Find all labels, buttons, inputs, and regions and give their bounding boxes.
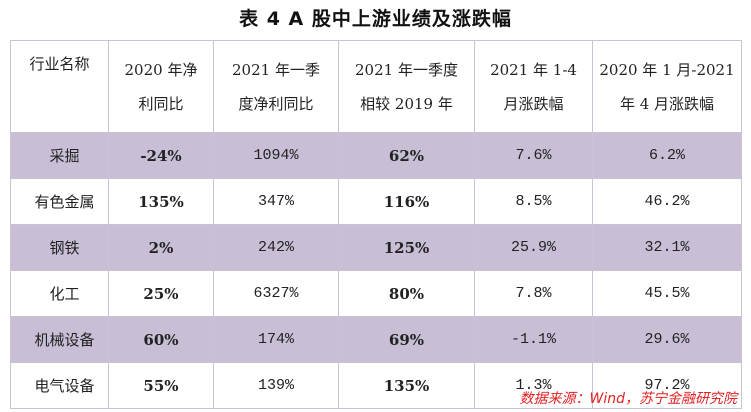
cell-2020-profit: 25%: [108, 270, 214, 317]
cell-q1-2021-profit: 1094%: [213, 132, 339, 179]
header-jan-apr-change: 2021 年 1-4 月涨跌幅: [474, 40, 593, 133]
cell-jan-apr-change: 8.5%: [474, 178, 593, 225]
cell-industry: 机械设备: [10, 316, 109, 363]
cell-q1-2021-profit: 6327%: [213, 270, 339, 317]
cell-2020-profit: 55%: [108, 362, 214, 409]
data-source-note: 数据来源：Wind，苏宁金融研究院: [519, 391, 738, 407]
cell-since-2020-change: 32.1%: [592, 224, 742, 271]
cell-q1-2021-profit: 242%: [213, 224, 339, 271]
cell-industry: 钢铁: [10, 224, 109, 271]
cell-industry: 电气设备: [10, 362, 109, 409]
cell-2020-profit: -24%: [108, 132, 214, 179]
cell-industry: 采掘: [10, 132, 109, 179]
header-industry: 行业名称: [10, 40, 109, 133]
table-row: 电气设备 55% 139% 135% 1.3% 97.2%: [10, 362, 742, 409]
cell-since-2020-change: 46.2%: [592, 178, 742, 225]
cell-2020-profit: 2%: [108, 224, 214, 271]
table-row: 钢铁 2% 242% 125% 25.9% 32.1%: [10, 224, 742, 271]
cell-since-2020-change: 6.2%: [592, 132, 742, 179]
header-since-2020-change: 2020 年 1 月-2021 年 4 月涨跌幅: [592, 40, 742, 133]
header-q1-2021-profit: 2021 年一季 度净利同比: [213, 40, 339, 133]
header-2020-profit: 2020 年净 利同比: [108, 40, 214, 133]
cell-q1-vs-2019: 62%: [338, 132, 475, 179]
cell-q1-vs-2019: 135%: [338, 362, 475, 409]
table-row: 采掘 -24% 1094% 62% 7.6% 6.2%: [10, 132, 742, 179]
cell-q1-vs-2019: 116%: [338, 178, 475, 225]
table-row: 有色金属 135% 347% 116% 8.5% 46.2%: [10, 178, 742, 225]
cell-jan-apr-change: 1.3%: [474, 362, 593, 409]
cell-q1-vs-2019: 69%: [338, 316, 475, 363]
data-table: 行业名称 2020 年净 利同比 2021 年一季 度净利同比 2021 年一季度相…: [10, 40, 742, 409]
cell-q1-vs-2019: 80%: [338, 270, 475, 317]
table-row: 化工 25% 6327% 80% 7.8% 45.5%: [10, 270, 742, 317]
cell-industry: 化工: [10, 270, 109, 317]
cell-q1-2021-profit: 347%: [213, 178, 339, 225]
cell-q1-2021-profit: 139%: [213, 362, 339, 409]
table-header-row: 行业名称 2020 年净 利同比 2021 年一季 度净利同比 2021 年一季度相…: [10, 40, 742, 133]
header-q1-vs-2019: 2021 年一季度 相较 2019 年: [338, 40, 475, 133]
table-title: 表 4 A 股中上游业绩及涨跌幅: [239, 8, 512, 30]
cell-jan-apr-change: -1.1%: [474, 316, 593, 363]
cell-2020-profit: 135%: [108, 178, 214, 225]
cell-jan-apr-change: 7.8%: [474, 270, 593, 317]
cell-since-2020-change: 97.2%: [592, 362, 742, 409]
cell-2020-profit: 60%: [108, 316, 214, 363]
cell-jan-apr-change: 25.9%: [474, 224, 593, 271]
cell-q1-2021-profit: 174%: [213, 316, 339, 363]
cell-since-2020-change: 29.6%: [592, 316, 742, 363]
cell-since-2020-change: 45.5%: [592, 270, 742, 317]
cell-industry: 有色金属: [10, 178, 109, 225]
cell-q1-vs-2019: 125%: [338, 224, 475, 271]
cell-jan-apr-change: 7.6%: [474, 132, 593, 179]
table-row: 机械设备 60% 174% 69% -1.1% 29.6%: [10, 316, 742, 363]
